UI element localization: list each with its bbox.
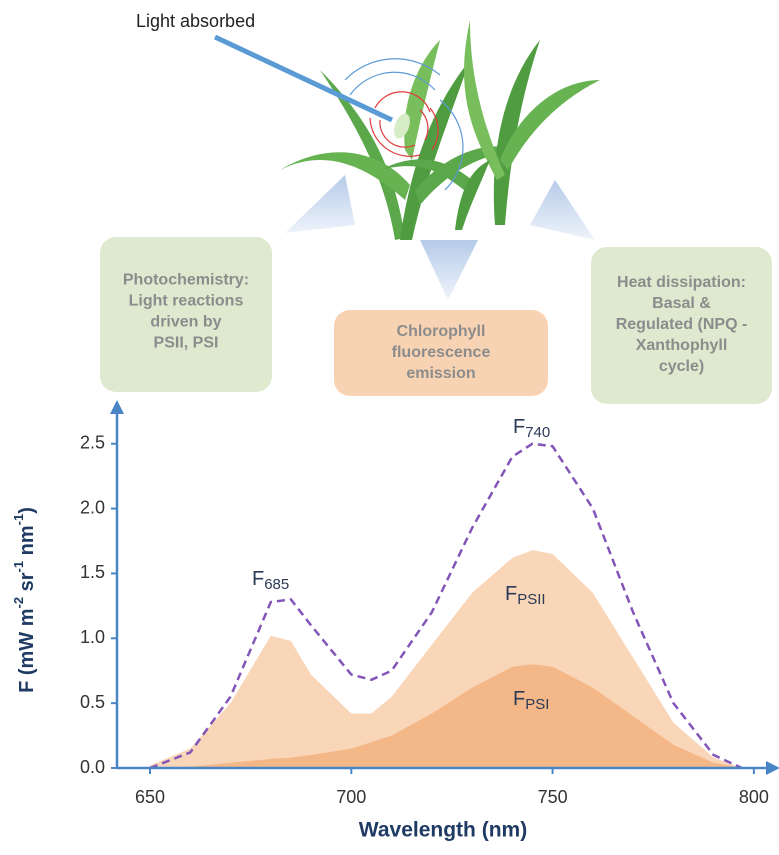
box-bg [591, 247, 772, 404]
annotation-sub: 740 [525, 424, 550, 441]
box-line: Basal & [652, 295, 711, 312]
box-line: Heat dissipation: [617, 274, 746, 291]
box: Heat dissipation: Basal & Regulated (NPQ -… [591, 247, 772, 404]
light-waves [344, 58, 464, 191]
annotation-main: F [252, 568, 264, 590]
arrow-left [285, 175, 355, 233]
box-bg [334, 310, 548, 396]
box-line: Light reactions [129, 293, 244, 310]
annotation: F740 [513, 416, 550, 441]
arrow-right [530, 180, 595, 240]
box-line: Chlorophyll [397, 323, 486, 340]
light-label: Light absorbed [136, 11, 255, 31]
x-tick-label: 700 [336, 787, 366, 807]
x-axis-label: Wavelength (nm) [359, 819, 527, 842]
box: Chlorophyll fluorescence emission [334, 310, 548, 396]
y-tick-label: 0.5 [80, 692, 105, 712]
y-tick-label: 1.5 [80, 562, 105, 582]
y-label-sup: -1 [11, 561, 26, 573]
area [150, 664, 742, 768]
annotation-main: F [513, 688, 525, 710]
x-tick-label: 800 [739, 787, 769, 807]
light-beam [213, 34, 394, 123]
x-axis-arrow [766, 761, 779, 775]
x-tick-label: 750 [538, 787, 568, 807]
box-line: Photochemistry: [123, 272, 249, 289]
boxes: Photochemistry: Light reactions driven by P… [100, 237, 772, 404]
y-axis-arrow [110, 400, 124, 414]
annotation-sub: PSII [517, 591, 545, 608]
annotation-sub: 685 [264, 576, 289, 593]
x-tick-label: 650 [135, 787, 165, 807]
box-line: Regulated (NPQ - [616, 316, 748, 333]
y-axis-label: F (mW m-2 sr-1 nm-1) [11, 507, 38, 693]
y-label-sup: -2 [11, 597, 26, 609]
arrow-center [420, 240, 478, 300]
y-tick-label: 1.0 [80, 627, 105, 647]
annotation: FPSII [505, 583, 546, 608]
y-tick-label: 2.0 [80, 497, 105, 517]
y-label-sup: -1 [11, 514, 26, 526]
box-bg [100, 237, 272, 392]
annotation: FPSI [513, 688, 549, 713]
line [149, 442, 743, 770]
annotation: F685 [252, 568, 289, 593]
box-line: driven by [150, 314, 221, 331]
y-label-part: ) [16, 507, 38, 514]
y-label-part: sr [16, 572, 38, 597]
annotation-sub: PSI [525, 696, 549, 713]
box-line: emission [406, 365, 475, 382]
y-label-part: nm [16, 525, 38, 561]
box-line: cycle) [659, 358, 704, 375]
y-label-part: F (mW m [16, 608, 38, 692]
box-line: PSII, PSI [154, 335, 219, 352]
chart: 0.0 0.5 1.0 1.5 2.0 2.5 650 700 750 800 Wavelength… [11, 400, 779, 842]
annotation-main: F [513, 416, 525, 438]
box-line: fluorescence [392, 344, 491, 361]
box-line: Xanthophyll [636, 337, 728, 354]
y-tick-label: 2.5 [80, 432, 105, 452]
y-tick-label: 0.0 [80, 757, 105, 777]
box: Photochemistry: Light reactions driven by P… [100, 237, 272, 392]
annotation-main: F [505, 583, 517, 605]
